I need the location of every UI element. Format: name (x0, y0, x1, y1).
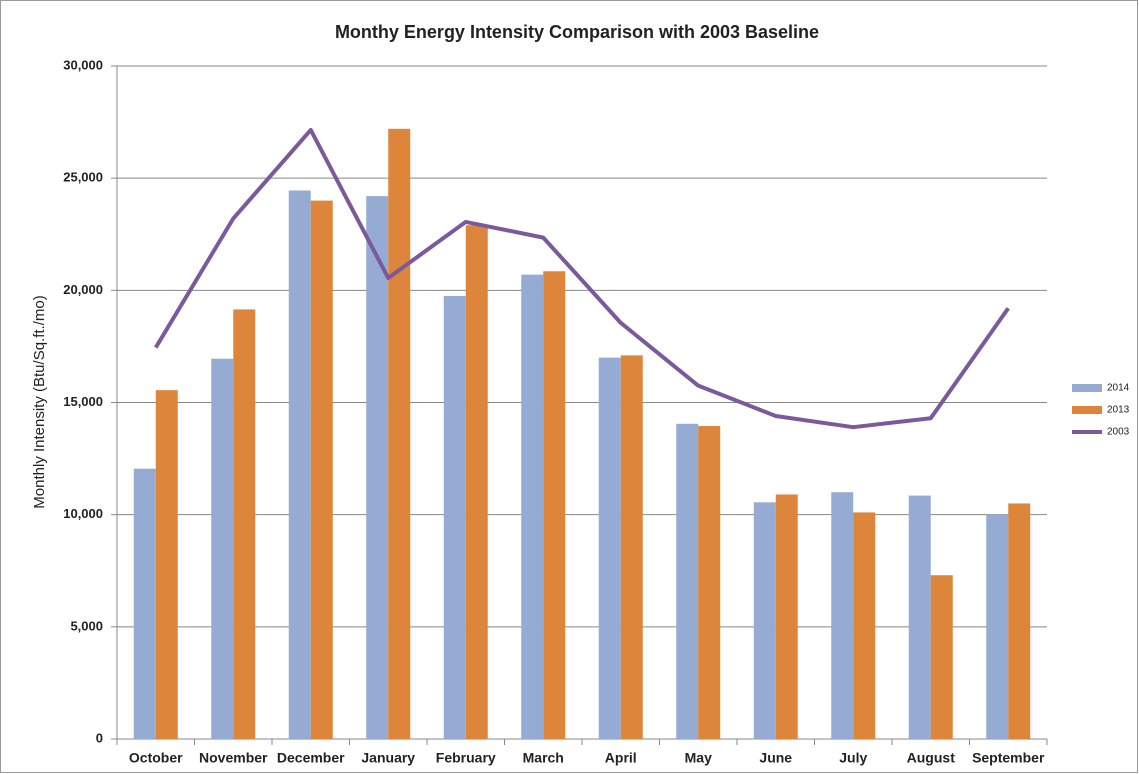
bar (388, 128, 411, 739)
bar (521, 274, 544, 739)
bar (443, 295, 466, 739)
bar (211, 358, 234, 739)
legend-label: 2014 (1107, 383, 1130, 394)
x-tick-label: April (605, 750, 637, 766)
y-axis-label: Monthly Intensity (Btu/Sq.ft./mo) (31, 295, 48, 508)
bar (1008, 503, 1031, 739)
x-tick-label: May (685, 750, 712, 766)
bar (288, 190, 311, 739)
bar (310, 200, 333, 740)
x-tick-label: August (907, 750, 956, 766)
x-tick-label: January (361, 750, 415, 766)
y-tick-label: 30,000 (63, 57, 103, 72)
bar (543, 271, 566, 739)
bar (598, 357, 621, 739)
line (154, 127, 1010, 430)
legend-swatch (1072, 384, 1102, 392)
y-tick-label: 10,000 (63, 506, 103, 521)
bar (676, 423, 699, 739)
y-tick-label: 15,000 (63, 394, 103, 409)
x-tick-label: June (759, 750, 792, 766)
bar (853, 512, 876, 739)
bar (155, 390, 178, 739)
bar (775, 494, 798, 739)
bar (753, 502, 776, 739)
y-tick-label: 25,000 (63, 170, 103, 185)
bar (908, 495, 931, 739)
legend-label: 2013 (1107, 405, 1130, 416)
y-tick-label: 0 (96, 730, 103, 745)
bar (233, 309, 256, 739)
bar (465, 225, 488, 739)
y-tick-label: 20,000 (63, 282, 103, 297)
x-tick-label: July (839, 750, 867, 766)
bar (366, 196, 389, 739)
legend-swatch (1072, 406, 1102, 414)
legend-label: 2003 (1107, 427, 1130, 438)
x-tick-label: March (523, 750, 564, 766)
x-tick-label: December (277, 750, 345, 766)
chart-title: Monthy Energy Intensity Comparison with … (335, 22, 819, 42)
bar (986, 514, 1009, 739)
bar (831, 492, 854, 739)
bar (133, 468, 156, 739)
bar (930, 575, 953, 739)
y-tick-label: 5,000 (70, 618, 103, 633)
bar (620, 355, 643, 739)
x-tick-label: September (972, 750, 1045, 766)
x-tick-label: November (199, 750, 268, 766)
x-tick-label: February (436, 750, 496, 766)
x-tick-label: October (129, 750, 183, 766)
bar (698, 426, 721, 739)
